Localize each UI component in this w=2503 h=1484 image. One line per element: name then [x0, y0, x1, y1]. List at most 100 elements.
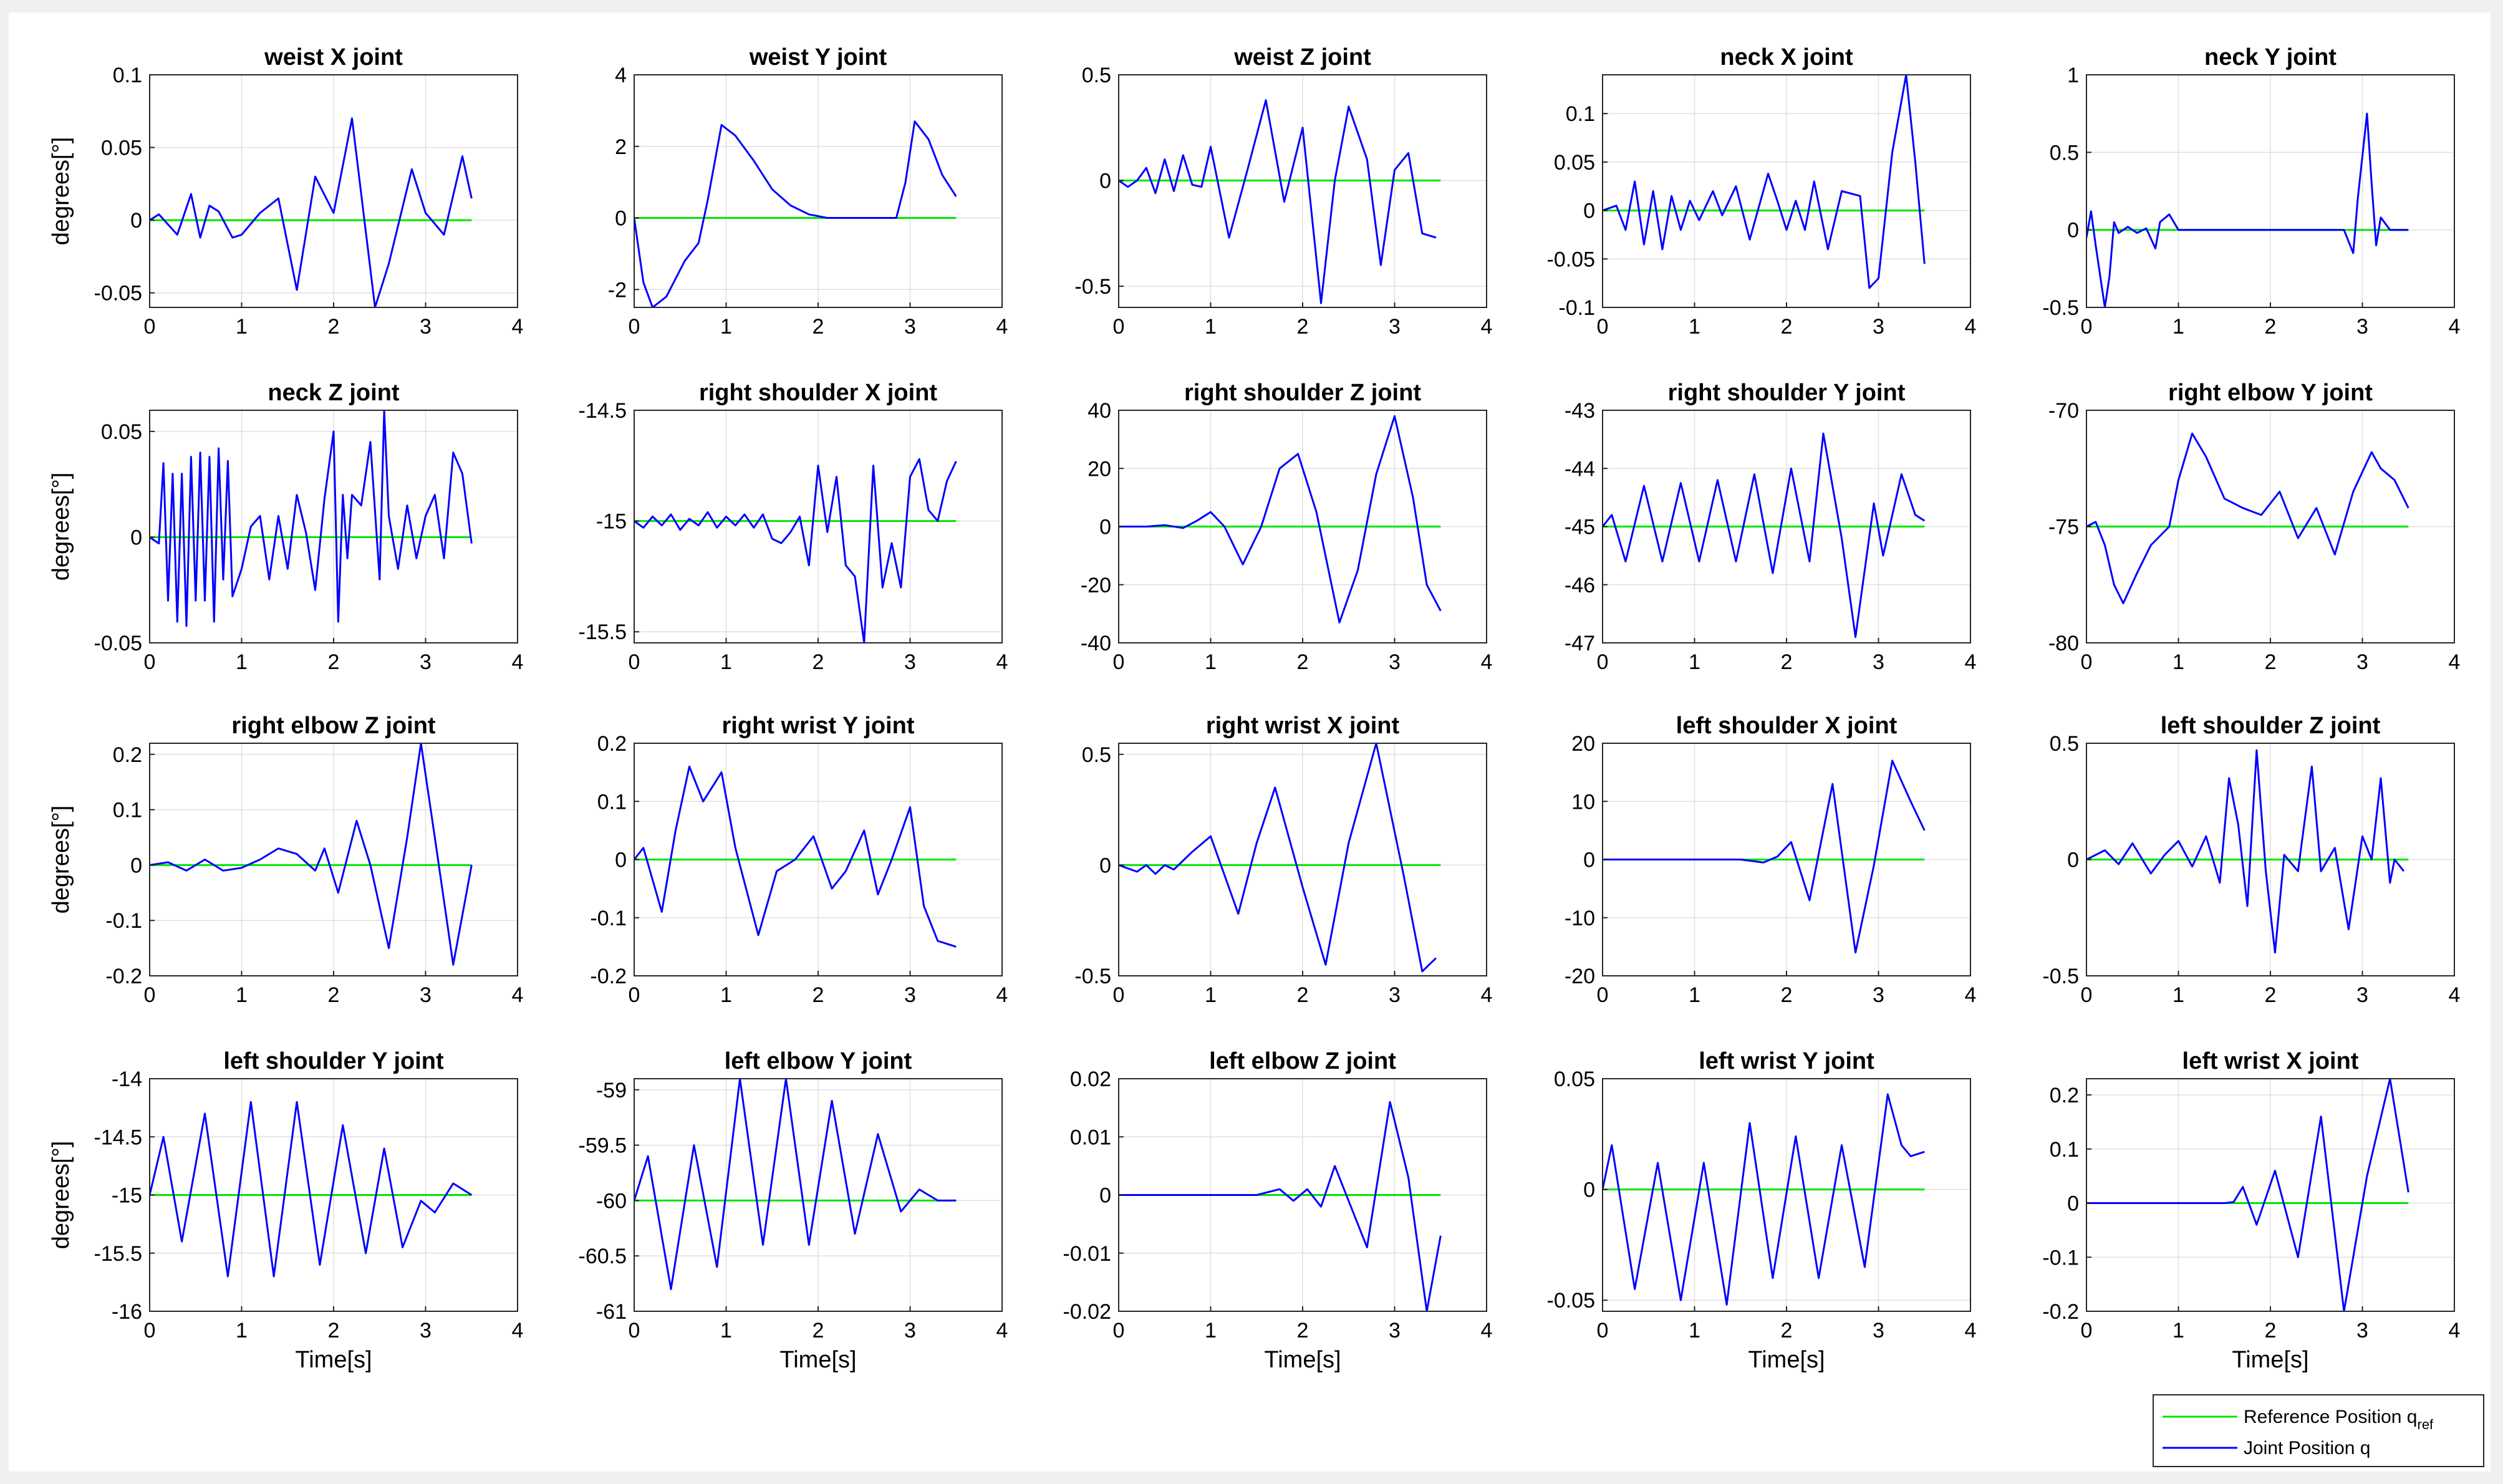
y-tick-label: 0.01: [1070, 1125, 1111, 1149]
subplot-title: right shoulder Y joint: [1668, 380, 1906, 406]
y-tick-label: -0.5: [2042, 965, 2079, 988]
x-tick-label: 4: [1965, 983, 1977, 1007]
y-tick-label: -15: [596, 510, 627, 534]
y-tick-label: 0: [130, 526, 142, 549]
x-tick-label: 1: [720, 650, 732, 674]
y-tick-label: -15.5: [579, 620, 627, 644]
x-tick-label: 0: [2081, 650, 2093, 674]
subplot-title: left wrist X joint: [2182, 1048, 2359, 1074]
series-line-joint-position: [150, 410, 473, 627]
y-tick-label: -47: [1565, 632, 1595, 655]
y-tick-label: 0.1: [2050, 1138, 2079, 1162]
y-tick-label: -45: [1565, 516, 1595, 539]
subplot-title: weist Z joint: [1233, 44, 1371, 70]
x-tick-label: 0: [144, 1319, 156, 1342]
y-tick-label: -15.5: [94, 1242, 143, 1266]
x-tick-label: 1: [236, 1319, 248, 1342]
x-tick-label: 2: [1781, 315, 1793, 339]
series-line-joint-position: [2086, 112, 2409, 307]
series-line-joint-position: [1603, 759, 1926, 954]
x-tick-label: 3: [1389, 650, 1401, 674]
x-tick-label: 3: [2356, 1319, 2368, 1342]
y-tick-label: -14.5: [579, 399, 627, 423]
subplot-10: 0 1 2 3 4 -80 -75 -70 right elbow Y joint: [2048, 380, 2461, 674]
x-tick-label: 0: [144, 315, 156, 339]
subplot-title: left shoulder Y joint: [223, 1048, 444, 1074]
y-tick-label: -59.5: [579, 1134, 627, 1158]
legend-label-joint: Joint Position q: [2244, 1438, 2370, 1458]
x-tick-label: 0: [1597, 650, 1609, 674]
series-line-joint-position: [150, 117, 473, 307]
x-tick-label: 4: [1481, 1319, 1493, 1342]
x-tick-label: 3: [2356, 650, 2368, 674]
x-tick-label: 3: [904, 1319, 916, 1342]
x-tick-label: 4: [512, 983, 524, 1007]
y-tick-label: -80: [2048, 632, 2079, 655]
y-tick-label: 0.05: [101, 137, 142, 160]
subplot-4: 0 1 2 3 4 -0.1 -0.05 0 0.05 0.1 neck X joint: [1547, 44, 1977, 339]
y-tick-label: 0: [1099, 516, 1111, 539]
x-tick-label: 4: [512, 1319, 524, 1342]
y-axis-label: degrees[°]: [48, 1141, 74, 1250]
x-tick-label: 0: [629, 983, 640, 1007]
y-tick-label: 0.2: [2050, 1084, 2079, 1107]
x-tick-label: 2: [328, 650, 340, 674]
y-tick-label: -43: [1565, 399, 1595, 423]
x-tick-label: 0: [1113, 315, 1125, 339]
y-tick-label: 0.1: [113, 64, 142, 87]
y-tick-label: -0.1: [1558, 296, 1595, 320]
y-tick-label: -0.05: [1547, 248, 1596, 271]
subplot-title: right wrist X joint: [1206, 713, 1400, 739]
x-tick-label: 2: [328, 315, 340, 339]
y-tick-label: -61: [596, 1300, 627, 1324]
x-tick-label: 3: [420, 983, 432, 1007]
x-tick-label: 0: [1113, 650, 1125, 674]
subplot-title: neck Z joint: [268, 380, 399, 406]
x-axis-label: Time[s]: [1264, 1347, 1341, 1373]
y-tick-label: 0.1: [1566, 102, 1595, 126]
y-tick-label: -16: [112, 1300, 142, 1324]
y-tick-label: 0.1: [597, 790, 627, 814]
y-tick-label: 0.5: [1082, 64, 1111, 87]
x-tick-label: 2: [813, 1319, 824, 1342]
x-tick-label: 4: [2449, 315, 2461, 339]
subplot-title: right elbow Z joint: [231, 713, 436, 739]
x-tick-label: 2: [1297, 315, 1309, 339]
subplot-11: 0 1 2 3 4 -0.2 -0.1 0 0.1 0.2 right elbow Z joint d…: [48, 713, 523, 1007]
x-tick-label: 0: [144, 650, 156, 674]
x-tick-label: 2: [328, 1319, 340, 1342]
x-tick-label: 3: [904, 983, 916, 1007]
x-tick-label: 2: [1781, 983, 1793, 1007]
x-tick-label: 3: [1389, 315, 1401, 339]
x-tick-label: 2: [2265, 315, 2277, 339]
subplot-title: weist Y joint: [749, 44, 887, 70]
y-tick-label: 0: [2067, 849, 2079, 872]
x-axis-label: Time[s]: [1748, 1347, 1825, 1373]
x-tick-label: 2: [1297, 650, 1309, 674]
y-axis-label: degrees[°]: [48, 137, 74, 246]
y-tick-label: 0: [1583, 849, 1595, 872]
x-axis-label: Time[s]: [779, 1347, 856, 1373]
y-tick-label: -0.5: [1074, 275, 1111, 299]
x-tick-label: 4: [1965, 1319, 1977, 1342]
x-tick-label: 0: [629, 315, 640, 339]
x-tick-label: 0: [144, 983, 156, 1007]
y-tick-label: -0.01: [1063, 1242, 1112, 1266]
x-tick-label: 2: [1297, 983, 1309, 1007]
y-tick-label: 0.02: [1070, 1067, 1111, 1091]
series-line-joint-position: [150, 1101, 473, 1278]
y-tick-label: -0.2: [2042, 1300, 2079, 1324]
subplot-17: 0 1 2 3 4 -61 -60.5 -60 -59.5 -59 left elbow Y joi…: [579, 1048, 1008, 1373]
x-tick-label: 3: [420, 1319, 432, 1342]
x-tick-label: 4: [1481, 650, 1493, 674]
y-tick-label: -14: [112, 1067, 142, 1091]
subplot-16: 0 1 2 3 4 -16 -15.5 -15 -14.5 -14 left shoulder Y …: [48, 1048, 523, 1373]
x-tick-label: 0: [2081, 1319, 2093, 1342]
x-tick-label: 2: [813, 983, 824, 1007]
x-tick-label: 0: [629, 1319, 640, 1342]
x-tick-label: 2: [2265, 983, 2277, 1007]
